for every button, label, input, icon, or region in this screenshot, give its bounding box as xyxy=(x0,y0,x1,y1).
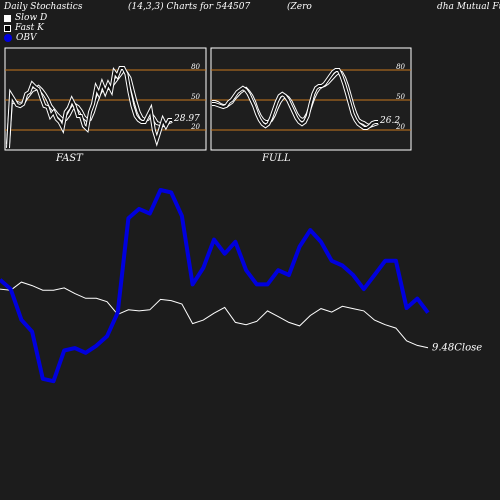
full-last-value-label: 26.2 xyxy=(379,116,400,126)
fast-level-label-50: 50 xyxy=(191,93,200,101)
full-level-label-80: 80 xyxy=(396,63,405,71)
obv-line xyxy=(0,188,430,384)
fast-level-label-80: 80 xyxy=(191,63,200,71)
legend-slow-d: Slow D xyxy=(4,13,47,23)
full-fast-k-line-inner xyxy=(212,69,378,129)
company-name-right: dha Mutual Fu xyxy=(437,2,500,12)
legend-obv: OBV xyxy=(4,33,37,43)
fast-panel-frame xyxy=(4,47,207,151)
fast-fast-k-line-inner xyxy=(7,67,172,149)
obv-swatch-icon xyxy=(4,34,12,42)
chart-title: Daily Stochastics xyxy=(4,2,83,12)
fast-level-label-20: 20 xyxy=(190,123,200,131)
fast-panel-label: FAST xyxy=(56,153,83,164)
full-level-label-50: 50 xyxy=(396,93,405,101)
chart-params: (14,3,3) Charts for 544507 xyxy=(128,2,251,12)
legend-slow-d-label: Slow D xyxy=(15,13,48,23)
full-level-label-20: 20 xyxy=(395,123,405,131)
legend-fast-k: Fast K xyxy=(4,23,44,33)
legend-fast-k-label: Fast K xyxy=(15,23,44,33)
close-last-value-label: 9.48Close xyxy=(432,343,482,354)
fast-k-swatch-icon xyxy=(4,24,11,32)
close-price-line xyxy=(0,281,429,349)
company-name-left: (Zero xyxy=(287,2,312,12)
legend-obv-label: OBV xyxy=(16,33,37,43)
slow-d-swatch-icon xyxy=(4,14,11,22)
fast-last-value-label: 28.97 xyxy=(173,114,200,124)
full-panel-label: FULL xyxy=(262,153,291,164)
